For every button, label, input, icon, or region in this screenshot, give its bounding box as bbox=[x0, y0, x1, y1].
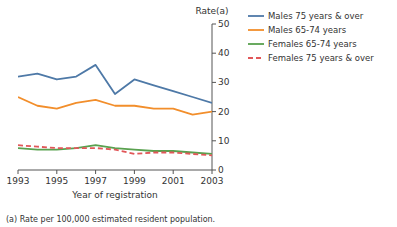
legend-label: Females 75 years & over bbox=[268, 53, 374, 63]
y-tick-label: 0 bbox=[218, 165, 224, 175]
y-tick-label: 40 bbox=[218, 48, 230, 58]
legend-label: Males 65-74 years bbox=[268, 25, 347, 35]
x-tick-label: 2001 bbox=[162, 176, 185, 186]
x-axis-line bbox=[18, 170, 212, 171]
x-tick-label: 1995 bbox=[45, 176, 68, 186]
legend: Males 75 years & over Males 65-74 years Fe… bbox=[248, 11, 374, 63]
y-tick bbox=[212, 140, 216, 141]
series-line bbox=[18, 145, 212, 155]
footnote: (a) Rate per 100,000 estimated resident … bbox=[6, 215, 215, 224]
y-tick-label: 30 bbox=[218, 77, 230, 87]
y-axis-label: Rate(a) bbox=[195, 6, 228, 16]
y-tick bbox=[212, 24, 216, 25]
x-tick-label: 1997 bbox=[84, 176, 107, 186]
x-tick bbox=[173, 170, 174, 174]
y-tick bbox=[212, 170, 216, 171]
y-tick-label: 20 bbox=[218, 107, 230, 117]
legend-label: Males 75 years & over bbox=[268, 11, 364, 21]
y-tick bbox=[212, 111, 216, 112]
y-tick bbox=[212, 82, 216, 83]
x-tick bbox=[212, 170, 213, 174]
series-line bbox=[18, 65, 212, 103]
y-tick-label: 10 bbox=[218, 136, 230, 146]
legend-swatch bbox=[248, 15, 264, 17]
chart: 1993 1995 1997 1999 2001 2003 Year of registra… bbox=[0, 0, 397, 227]
x-axis-label: Year of registration bbox=[71, 190, 157, 200]
legend-swatch bbox=[248, 43, 264, 45]
x-tick bbox=[18, 170, 19, 174]
series-line bbox=[18, 97, 212, 115]
y-tick-label: 50 bbox=[218, 19, 230, 29]
legend-swatch bbox=[248, 29, 264, 31]
plot-area bbox=[18, 65, 212, 156]
y-axis-line bbox=[212, 24, 213, 170]
x-tick bbox=[134, 170, 135, 174]
x-tick bbox=[56, 170, 57, 174]
legend-swatch bbox=[248, 57, 264, 59]
legend-label: Females 65-74 years bbox=[268, 39, 357, 49]
x-tick-label: 1999 bbox=[123, 176, 146, 186]
x-tick-label: 1993 bbox=[7, 176, 30, 186]
y-tick bbox=[212, 53, 216, 54]
x-tick bbox=[95, 170, 96, 174]
x-tick-label: 2003 bbox=[201, 176, 224, 186]
